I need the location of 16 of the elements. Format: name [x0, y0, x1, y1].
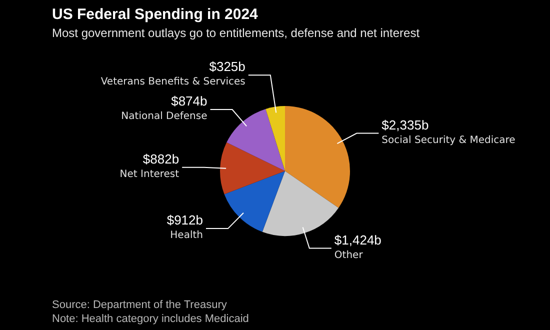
- text: Note: Health category includes Medicaid: [52, 312, 249, 326]
- data-label: $882b: [142, 151, 180, 166]
- slice-label: Net Interest: [120, 168, 180, 180]
- source-note: Source: Department of the Treasury: [52, 298, 228, 312]
- slice-label: National Defense: [121, 111, 208, 122]
- data-label: $912b: [166, 212, 203, 228]
- slice-label: Other: [334, 250, 364, 261]
- slice-label: Social Security & Medicare: [382, 134, 516, 146]
- slice-label: Veterans Benefits & Services: [100, 76, 246, 88]
- data-label: $325b: [209, 59, 246, 74]
- slice-label: Health: [170, 230, 203, 242]
- data-label: $1,424b: [334, 232, 382, 248]
- chart-title: US Federal Spending in 2024: [52, 6, 258, 23]
- data-label: $874b: [171, 94, 208, 109]
- chart-subtitle: Most government outlays go to entitlements, defense and net interest: [52, 26, 420, 40]
- data-label: $2,335b: [382, 117, 429, 132]
